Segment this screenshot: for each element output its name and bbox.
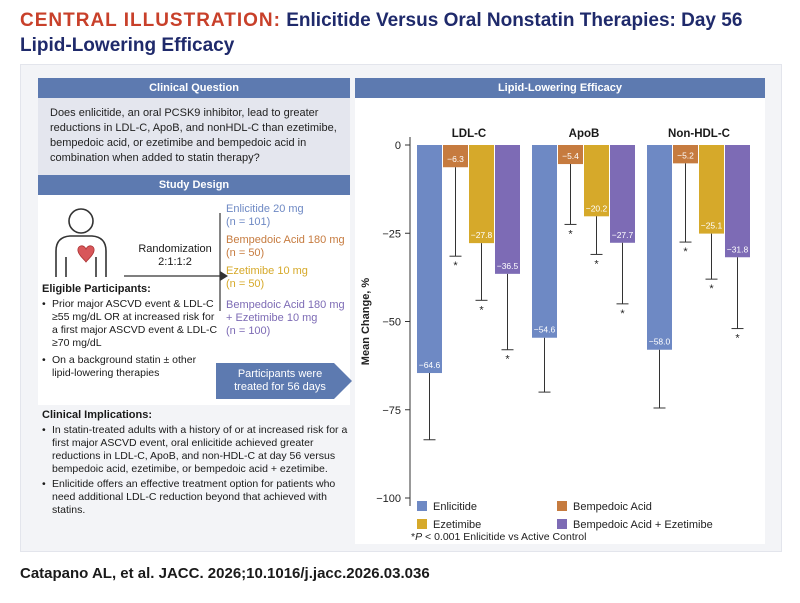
- bar-value-label: −6.3: [447, 154, 464, 164]
- eligible-item: Prior major ASCVD event & LDL-C ≥55 mg/d…: [38, 298, 218, 350]
- bar-value-label: −58.0: [649, 337, 671, 347]
- study-design-panel: Randomization 2:1:1:2 Enlicitide 20 mg (…: [38, 195, 352, 405]
- arm-name: Ezetimibe 10 mg: [226, 265, 308, 277]
- heart-icon: [77, 245, 95, 263]
- category-label: Non-HDL-C: [668, 128, 730, 140]
- implications-title: Clinical Implications:: [42, 409, 153, 421]
- arm-name: Bempedoic Acid 180 mg: [226, 234, 345, 246]
- bar: [673, 145, 698, 164]
- legend-swatch: [557, 519, 567, 529]
- bars: LDL-C −64.6 −6.3 * −27.8 * −36.5 * ApoB −54.6 −5.4…: [417, 128, 750, 441]
- arm-ezetimibe: Ezetimibe 10 mg (n = 50): [226, 265, 366, 291]
- significance-marker: *: [479, 304, 484, 316]
- y-axis: 0 −25 −50 −75 −100 Mean Change, %: [360, 137, 411, 506]
- eligible-title: Eligible Participants:: [42, 283, 151, 295]
- randomization-bracket: [124, 213, 228, 311]
- arm-n: (n = 101): [226, 216, 271, 228]
- bar-value-label: −27.7: [612, 230, 634, 240]
- citation: Catapano AL, et al. JACC. 2026;10.1016/j…: [20, 565, 430, 582]
- study-design-heading: Study Design: [38, 175, 350, 195]
- bar-value-label: −31.8: [727, 244, 749, 254]
- bar-value-label: −54.6: [534, 325, 556, 335]
- randomization-label: Randomization 2:1:1:2: [138, 243, 212, 268]
- y-tick-label: −25: [382, 228, 401, 240]
- bar: [443, 145, 468, 168]
- bar: [417, 145, 442, 374]
- significance-marker: *: [683, 246, 688, 258]
- legend-label: Enlicitide: [433, 501, 477, 513]
- significance-marker: *: [453, 260, 458, 272]
- clinical-question-text: Does enlicitide, an oral PCSK9 inhibitor…: [38, 98, 350, 175]
- bar: [725, 145, 750, 258]
- eligible-list: Prior major ASCVD event & LDL-C ≥55 mg/d…: [38, 298, 218, 380]
- bar-value-label: −25.1: [701, 221, 723, 231]
- title-text: Enlicitide Versus Oral Nonstatin Therapi…: [20, 10, 743, 56]
- bar-value-label: −20.2: [586, 203, 608, 213]
- legend-label: Bempedoic Acid: [573, 501, 652, 513]
- title-lead: CENTRAL ILLUSTRATION:: [20, 10, 281, 31]
- footnote: *P < 0.001 Enlicitide vs Active Control: [411, 531, 586, 543]
- implication-item: Enlicitide offers an effective treatment…: [38, 478, 350, 517]
- category-label: ApoB: [569, 128, 600, 140]
- significance-marker: *: [505, 354, 510, 366]
- clinical-question-heading: Clinical Question: [38, 78, 350, 98]
- arm-bempedoic-acid: Bempedoic Acid 180 mg (n = 50): [226, 234, 366, 260]
- bar: [532, 145, 557, 338]
- y-tick-label: −75: [382, 405, 401, 417]
- bar: [584, 145, 609, 217]
- arm-detail: + Ezetimibe 10 mg: [226, 312, 318, 324]
- significance-marker: *: [735, 333, 740, 345]
- category-label: LDL-C: [452, 128, 487, 140]
- duration-text: Participants were treated for 56 days: [234, 368, 326, 393]
- bar-value-label: −5.4: [562, 151, 579, 161]
- bar-value-label: −64.6: [419, 360, 441, 370]
- significance-marker: *: [594, 258, 599, 270]
- y-axis-label: Mean Change, %: [360, 278, 372, 366]
- implications-list: In statin-treated adults with a history …: [38, 424, 350, 517]
- chart-panel: Lipid-Lowering Efficacy 0 −25 −50 −75 −100 Me…: [355, 78, 765, 544]
- arm-combination: Bempedoic Acid 180 mg + Ezetimibe 10 mg …: [226, 299, 366, 338]
- arm-n: (n = 100): [226, 325, 271, 337]
- chart-heading: Lipid-Lowering Efficacy: [355, 78, 765, 98]
- footnote-p: P: [415, 531, 422, 543]
- left-column: Clinical Question Does enlicitide, an or…: [38, 78, 352, 519]
- bar: [647, 145, 672, 350]
- arrow-shape: [216, 363, 352, 399]
- arm-n: (n = 50): [226, 247, 265, 259]
- page-title: CENTRAL ILLUSTRATION: Enlicitide Versus …: [20, 8, 780, 58]
- legend-label: Bempedoic Acid + Ezetimibe: [573, 519, 713, 531]
- y-tick-label: −50: [382, 317, 401, 329]
- implication-item: In statin-treated adults with a history …: [38, 424, 350, 476]
- bar-value-label: −5.2: [677, 150, 694, 160]
- bar: [469, 145, 494, 244]
- legend-swatch: [557, 501, 567, 511]
- arm-name: Enlicitide 20 mg: [226, 203, 304, 215]
- arm-name: Bempedoic Acid 180 mg: [226, 299, 345, 311]
- duration-arrow: Participants were treated for 56 days: [216, 363, 352, 399]
- arm-n: (n = 50): [226, 278, 265, 290]
- legend: Enlicitide Bempedoic Acid Ezetimibe Bempedo…: [417, 501, 713, 531]
- significance-marker: *: [568, 228, 573, 240]
- bar-value-label: −36.5: [497, 261, 519, 271]
- y-tick-label: 0: [395, 140, 401, 152]
- significance-marker: *: [620, 308, 625, 320]
- bar-chart: 0 −25 −50 −75 −100 Mean Change, % LDL-C −64.6 −…: [360, 128, 750, 543]
- significance-marker: *: [709, 283, 714, 295]
- bar: [699, 145, 724, 234]
- legend-swatch: [417, 519, 427, 529]
- bar: [610, 145, 635, 243]
- footnote-text: < 0.001 Enlicitide vs Active Control: [425, 531, 586, 543]
- bar: [495, 145, 520, 274]
- bar-value-label: −27.8: [471, 230, 493, 240]
- arm-enlicitide: Enlicitide 20 mg (n = 101): [226, 203, 366, 229]
- bar: [558, 145, 583, 165]
- legend-label: Ezetimibe: [433, 519, 481, 531]
- legend-swatch: [417, 501, 427, 511]
- patient-icon: [55, 208, 107, 277]
- eligible-item: On a background statin ± other lipid-low…: [38, 354, 218, 380]
- y-tick-label: −100: [376, 493, 401, 505]
